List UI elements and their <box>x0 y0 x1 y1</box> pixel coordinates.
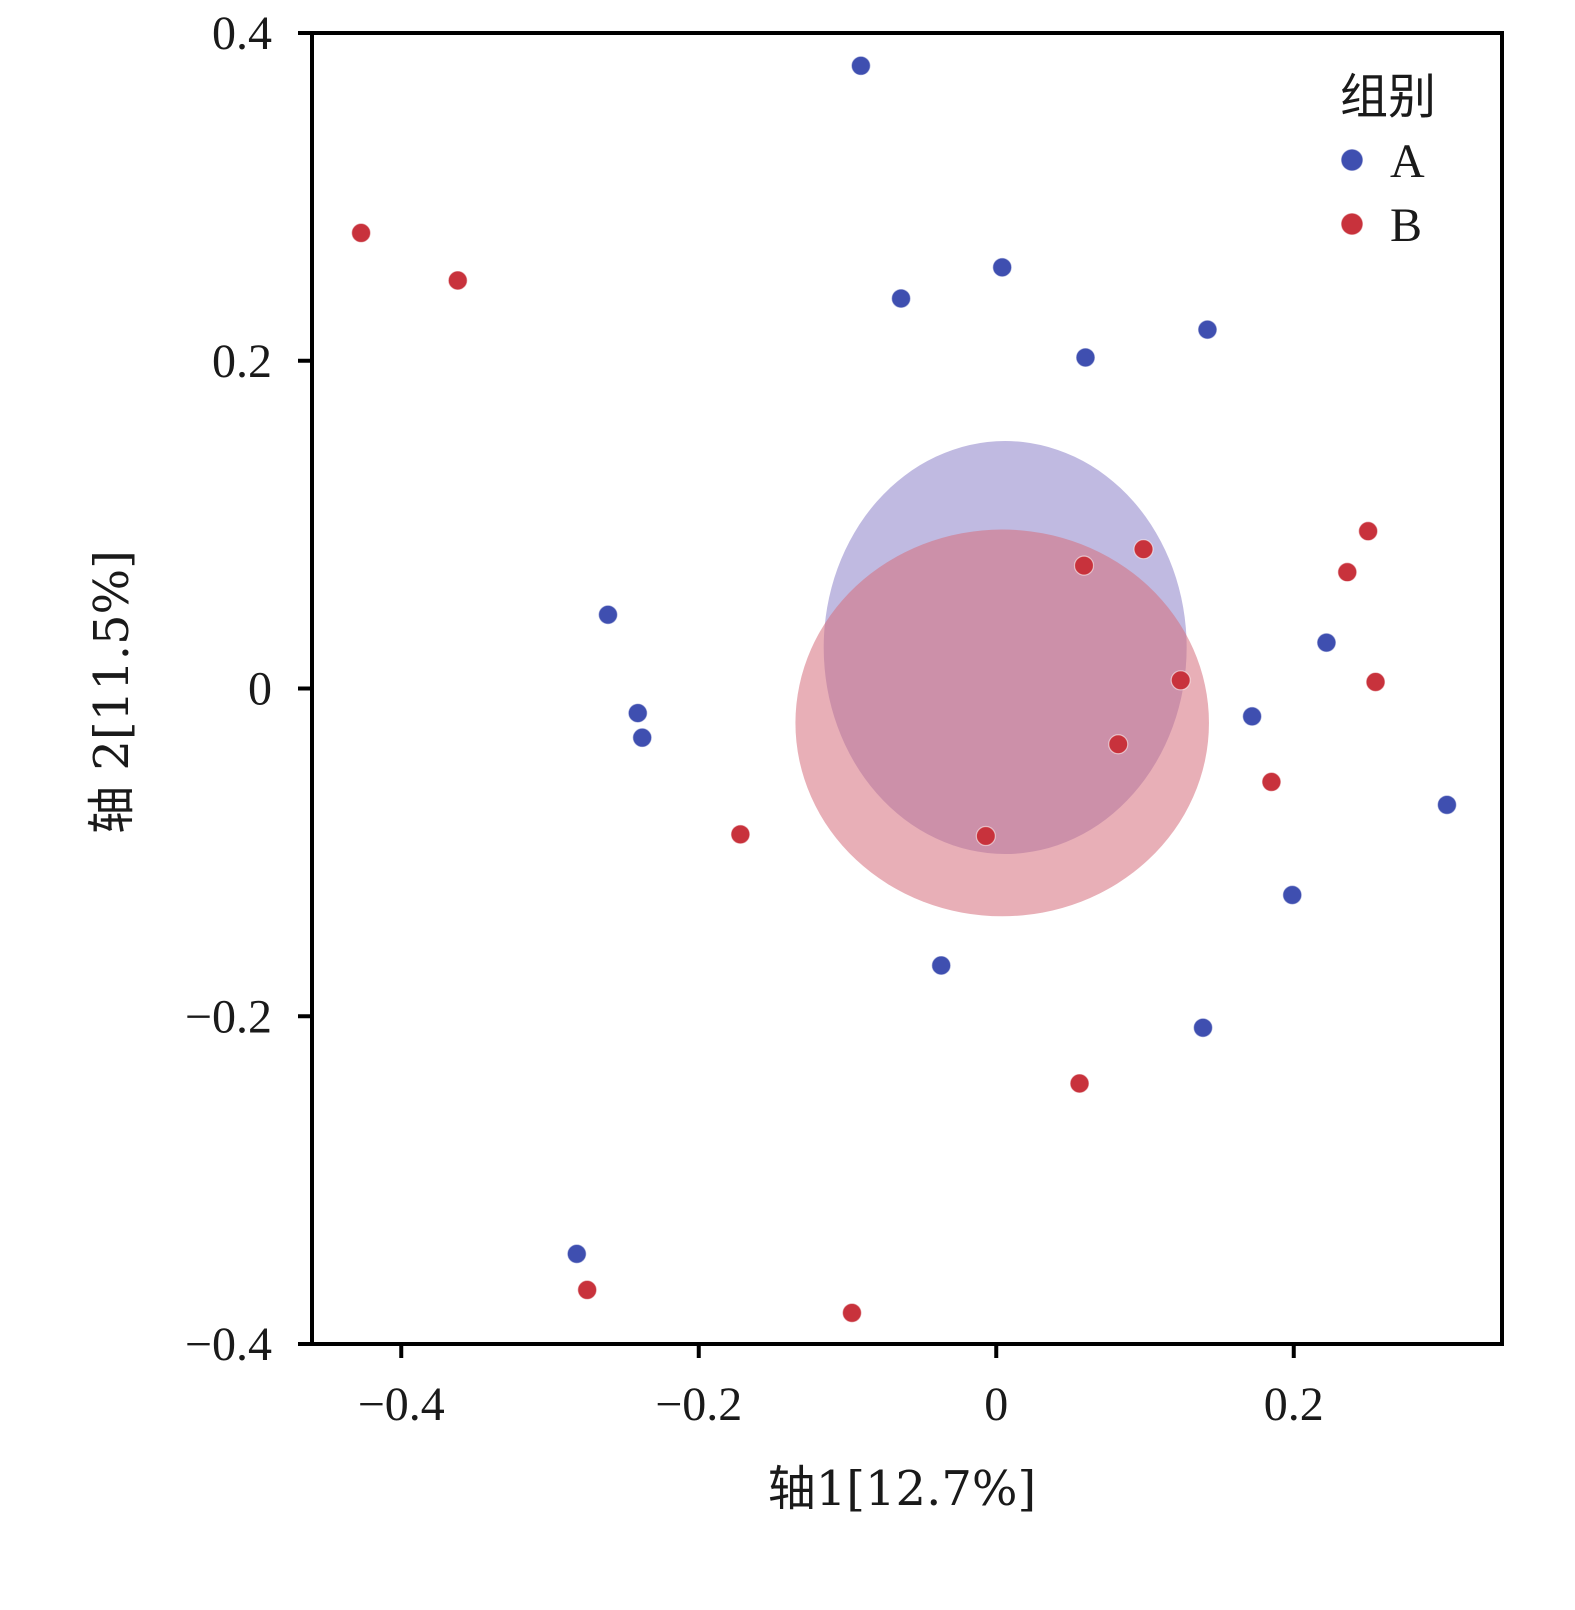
point-group-a-13 <box>1192 1017 1214 1038</box>
x-tick-label: −0.2 <box>655 1378 742 1431</box>
point-group-a-14 <box>566 1243 587 1264</box>
y-axis-ticks: −0.4 −0.2 0 0.2 0.4 <box>185 7 312 1371</box>
point-group-a-1 <box>992 257 1013 278</box>
legend-marker-a <box>1340 148 1364 172</box>
data-points <box>350 55 1458 1323</box>
point-group-b-4 <box>1073 555 1095 576</box>
y-axis-title: 轴 2[11.5%] <box>84 550 140 834</box>
point-group-a-5 <box>597 604 619 625</box>
point-group-a-9 <box>632 727 653 748</box>
x-tick-label: 0 <box>984 1378 1008 1431</box>
legend-title: 组别 <box>1340 69 1436 125</box>
y-tick-label: 0.4 <box>212 7 272 60</box>
legend-label-b: B <box>1390 199 1422 252</box>
point-group-b-5 <box>1337 562 1358 583</box>
y-tick-label: −0.4 <box>185 1318 272 1371</box>
legend-items: AB <box>1340 135 1425 252</box>
point-group-b-13 <box>577 1279 598 1301</box>
point-group-a-4 <box>1075 347 1096 368</box>
point-group-b-11 <box>975 825 996 847</box>
point-group-b-3 <box>1133 539 1154 560</box>
confidence-ellipses <box>795 441 1209 917</box>
point-group-b-6 <box>1170 670 1191 691</box>
point-group-a-3 <box>1197 319 1218 340</box>
x-axis-title: 轴1[12.7%] <box>768 1461 1036 1517</box>
legend: 组别 AB <box>1340 69 1436 252</box>
point-group-b-9 <box>1261 771 1282 793</box>
y-tick-label: −0.2 <box>185 990 272 1043</box>
point-group-b-14 <box>841 1302 863 1323</box>
x-tick-label: −0.4 <box>358 1378 445 1431</box>
point-group-a-11 <box>1282 884 1303 906</box>
y-tick-label: 0 <box>248 663 272 716</box>
y-tick-label: 0.2 <box>212 335 272 388</box>
point-group-b-7 <box>1365 671 1386 693</box>
point-group-a-12 <box>931 955 952 976</box>
ellipse-group-b <box>795 529 1209 917</box>
point-group-b-12 <box>1069 1073 1090 1094</box>
point-group-a-10 <box>1436 794 1458 815</box>
point-group-a-8 <box>1241 706 1263 727</box>
point-group-a-0 <box>850 55 871 76</box>
point-group-a-6 <box>1316 632 1337 653</box>
point-group-b-2 <box>1358 521 1379 542</box>
point-group-b-1 <box>447 270 468 291</box>
legend-label-a: A <box>1390 135 1425 188</box>
x-axis-ticks: −0.4 −0.2 0 0.2 <box>358 1344 1324 1431</box>
legend-marker-b <box>1340 212 1364 236</box>
point-group-b-0 <box>350 222 372 244</box>
x-tick-label: 0.2 <box>1264 1378 1324 1431</box>
point-group-a-7 <box>627 702 648 724</box>
point-group-b-8 <box>1108 734 1129 755</box>
point-group-b-10 <box>730 824 751 845</box>
point-group-a-2 <box>890 288 912 309</box>
